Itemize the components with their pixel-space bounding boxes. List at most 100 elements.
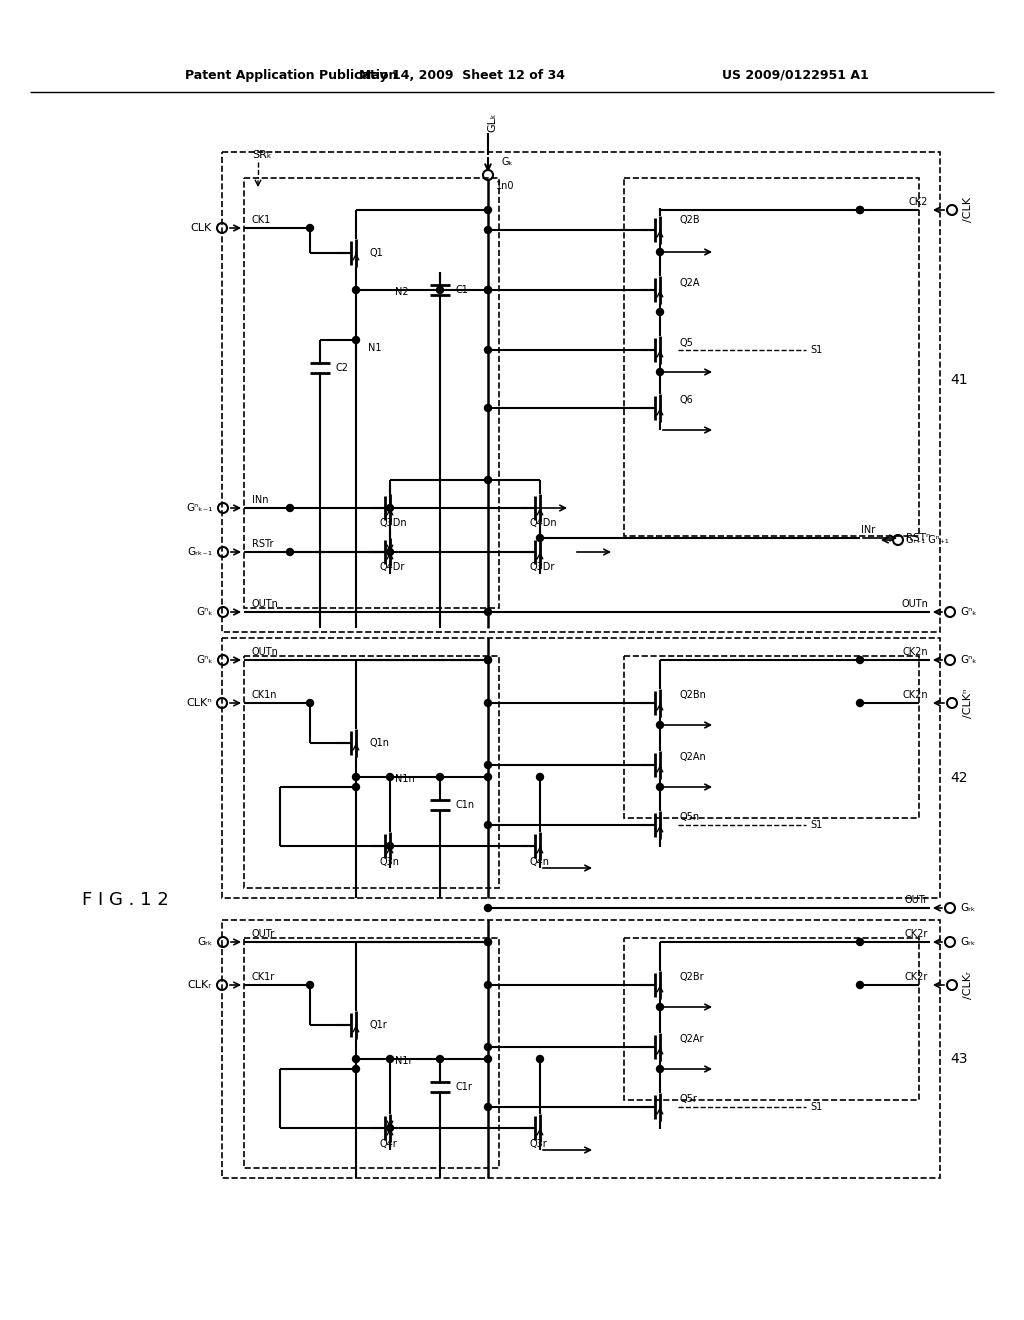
Text: Gᵣₖ: Gᵣₖ: [961, 937, 976, 946]
Text: C1n: C1n: [456, 800, 475, 810]
Text: CLK: CLK: [190, 223, 212, 234]
Text: /CLKᵣ: /CLKᵣ: [963, 972, 973, 999]
Text: CK1n: CK1n: [252, 690, 278, 700]
Circle shape: [352, 337, 359, 343]
Text: CK1r: CK1r: [252, 972, 275, 982]
Circle shape: [484, 982, 492, 989]
Bar: [222, 152, 940, 632]
Text: Q4Dn: Q4Dn: [530, 517, 558, 528]
Circle shape: [856, 206, 863, 214]
Circle shape: [484, 1056, 492, 1063]
Text: S1: S1: [810, 345, 822, 355]
Bar: [624, 178, 919, 536]
Text: S1: S1: [810, 820, 822, 830]
Text: N1r: N1r: [395, 1056, 413, 1067]
Text: Patent Application Publication: Patent Application Publication: [185, 69, 397, 82]
Text: RSTⁿ: RSTⁿ: [906, 533, 930, 543]
Circle shape: [856, 656, 863, 664]
Circle shape: [484, 227, 492, 234]
Text: Gₖ: Gₖ: [502, 157, 514, 168]
Circle shape: [352, 774, 359, 780]
Circle shape: [484, 206, 492, 214]
Circle shape: [484, 700, 492, 706]
Text: F I G . 1 2: F I G . 1 2: [82, 891, 169, 909]
Text: Gⁿₖ: Gⁿₖ: [197, 655, 213, 665]
Circle shape: [484, 286, 492, 293]
Text: Q4n: Q4n: [530, 857, 550, 867]
Circle shape: [352, 1056, 359, 1063]
Text: Gᵣ₊₁ Gⁿ₊₁: Gᵣ₊₁ Gⁿ₊₁: [906, 535, 949, 545]
Text: Gⁿₖ₋₁: Gⁿₖ₋₁: [186, 503, 213, 513]
Text: Q5: Q5: [680, 338, 694, 348]
Circle shape: [484, 656, 492, 664]
Circle shape: [436, 774, 443, 780]
Text: CK1: CK1: [252, 215, 271, 224]
Circle shape: [306, 982, 313, 989]
Text: /CLK: /CLK: [963, 198, 973, 223]
Circle shape: [484, 1044, 492, 1051]
Circle shape: [352, 1065, 359, 1072]
Text: Q2B: Q2B: [680, 215, 700, 224]
Circle shape: [537, 1056, 544, 1063]
Circle shape: [856, 700, 863, 706]
Bar: [244, 939, 499, 1168]
Text: C1r: C1r: [456, 1082, 473, 1092]
Text: Gᵣₖ: Gᵣₖ: [198, 937, 213, 946]
Text: Q3r: Q3r: [530, 1139, 548, 1148]
Bar: [244, 178, 499, 609]
Circle shape: [484, 939, 492, 945]
Circle shape: [484, 404, 492, 412]
Circle shape: [436, 1056, 443, 1063]
Circle shape: [306, 700, 313, 706]
Circle shape: [484, 904, 492, 912]
Circle shape: [656, 1065, 664, 1072]
Text: OUTr: OUTr: [905, 895, 928, 906]
Text: N1: N1: [368, 343, 382, 352]
Text: OUTn: OUTn: [252, 599, 279, 609]
Bar: [244, 656, 499, 888]
Text: Q4Dr: Q4Dr: [380, 562, 406, 572]
Text: Gⁿₖ: Gⁿₖ: [961, 655, 977, 665]
Text: INr: INr: [861, 525, 874, 535]
Text: Gⁿₖ: Gⁿₖ: [961, 607, 977, 616]
Text: S1: S1: [810, 1102, 822, 1111]
Text: Gᵣₖ₋₁: Gᵣₖ₋₁: [187, 546, 213, 557]
Circle shape: [484, 821, 492, 829]
Text: CK2n: CK2n: [902, 647, 928, 657]
Text: Q5n: Q5n: [680, 812, 700, 822]
Circle shape: [352, 784, 359, 791]
Text: SRₖ: SRₖ: [252, 150, 271, 160]
Circle shape: [352, 286, 359, 293]
Text: OUTn: OUTn: [252, 647, 279, 657]
Circle shape: [484, 939, 492, 945]
Text: N1n: N1n: [395, 774, 415, 784]
Circle shape: [856, 982, 863, 989]
Text: INn: INn: [252, 495, 268, 506]
Text: Q2Bn: Q2Bn: [680, 690, 707, 700]
Text: Q3Dr: Q3Dr: [530, 562, 555, 572]
Circle shape: [386, 1056, 393, 1063]
Text: Q5r: Q5r: [680, 1094, 698, 1104]
Circle shape: [484, 346, 492, 354]
Text: Q1: Q1: [370, 248, 384, 257]
Text: 41: 41: [950, 374, 968, 387]
Circle shape: [306, 224, 313, 231]
Text: Q2A: Q2A: [680, 279, 700, 288]
Text: N2: N2: [395, 286, 409, 297]
Circle shape: [484, 609, 492, 615]
Circle shape: [537, 774, 544, 780]
Text: Q2An: Q2An: [680, 752, 707, 762]
Text: CK2r: CK2r: [904, 929, 928, 939]
Circle shape: [484, 1104, 492, 1110]
Bar: [222, 638, 940, 898]
Circle shape: [856, 206, 863, 214]
Text: C2: C2: [336, 363, 349, 374]
Circle shape: [436, 286, 443, 293]
Text: C1: C1: [456, 285, 469, 294]
Circle shape: [484, 774, 492, 780]
Text: OUTr: OUTr: [252, 929, 275, 939]
Circle shape: [287, 504, 294, 511]
Circle shape: [484, 286, 492, 293]
Text: Q3Dn: Q3Dn: [380, 517, 408, 528]
Circle shape: [537, 535, 544, 541]
